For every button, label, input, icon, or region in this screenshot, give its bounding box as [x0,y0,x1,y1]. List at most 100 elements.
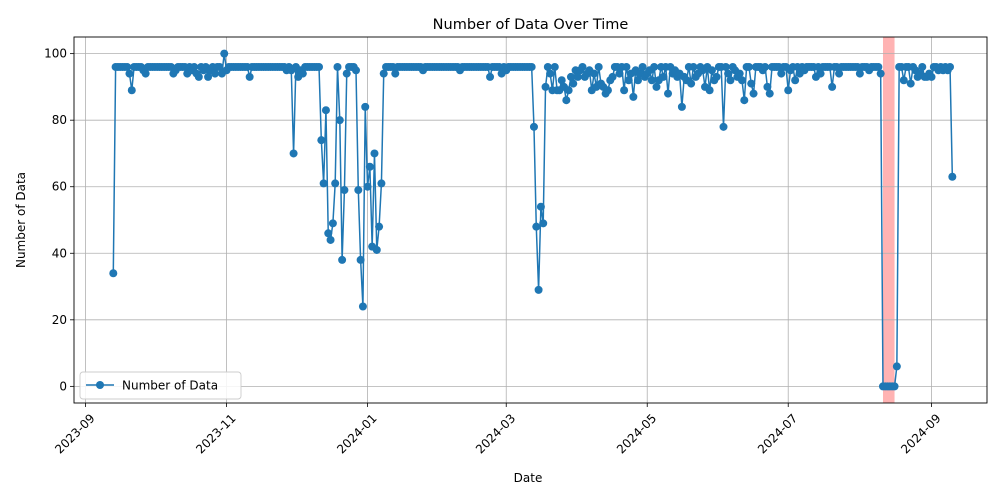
data-point [948,172,957,181]
data-point [744,62,753,71]
data-point [127,86,136,95]
data-point [620,86,629,95]
data-point [123,62,132,71]
data-point [319,179,328,188]
legend: Number of Data [79,371,242,400]
data-point [289,149,298,158]
data-point [377,179,386,188]
chart-title: Number of Data Over Time [433,17,629,33]
data-point [946,62,955,71]
data-point [562,96,571,105]
data-point [532,222,541,231]
data-point [647,76,656,85]
data-point [761,62,770,71]
data-point [927,72,936,81]
data-point [747,79,756,88]
data-point [210,69,219,78]
highlight-span [882,37,895,403]
data-point [486,72,495,81]
data-point [557,76,566,85]
data-point [372,245,381,254]
data-point [375,222,384,231]
plot-frame [73,36,988,404]
data-point [539,219,548,228]
data-point [358,302,367,311]
data-point [534,285,543,294]
data-point [391,69,400,78]
data-point [892,362,901,371]
data-point [543,62,552,71]
data-point [659,72,668,81]
data-point [527,62,536,71]
data-point [331,179,340,188]
data-point [918,62,927,71]
data-point [721,62,730,71]
data-point [740,96,749,105]
data-point [765,89,774,98]
data-point [541,82,550,91]
data-point [835,69,844,78]
data-point [594,62,603,71]
data-point [109,269,118,278]
data-point [664,89,673,98]
data-point [724,69,733,78]
data-point [190,62,199,71]
data-point [624,76,633,85]
data-point [220,49,229,58]
data-point [338,255,347,264]
data-point [333,62,342,71]
data-point [342,69,351,78]
data-point [876,69,885,78]
data-point [677,102,686,111]
data-point [365,162,374,171]
data-point [784,86,793,95]
y-tick-label: 0 [59,379,67,393]
data-point [321,106,330,115]
data-point [550,62,559,71]
data-point [546,69,555,78]
data-point [340,186,349,195]
data-point [638,62,647,71]
data-point [737,76,746,85]
y-tick-label: 20 [52,313,67,327]
data-point [615,69,624,78]
data-point [650,62,659,71]
data-point [361,102,370,111]
data-point [707,66,716,75]
data-point [705,86,714,95]
data-point [652,82,661,91]
data-point [356,255,365,264]
data-point [363,182,372,191]
data-point [529,122,538,131]
data-point [204,72,213,81]
data-point [328,219,337,228]
data-point [125,69,134,78]
data-point [317,136,326,145]
data-point [749,89,758,98]
y-tick-label: 80 [52,113,67,127]
data-point [629,92,638,101]
data-point [335,116,344,125]
y-axis-title: Number of Data [14,172,28,268]
data-point [370,149,379,158]
data-point [735,69,744,78]
data-point [215,62,224,71]
data-point [141,69,150,78]
highlight-span-layer [882,37,895,403]
data-point [590,69,599,78]
y-tick-label: 60 [52,180,67,194]
legend-marker-swatch [96,381,104,389]
data-point [608,72,617,81]
series-layer [109,49,957,391]
y-tick-label: 40 [52,246,67,260]
data-point [564,86,573,95]
data-point [622,62,631,71]
data-point [573,72,582,81]
data-point [828,82,837,91]
data-point [712,72,721,81]
data-point [566,72,575,81]
data-point [719,122,728,131]
data-point [874,62,883,71]
data-point [194,72,203,81]
